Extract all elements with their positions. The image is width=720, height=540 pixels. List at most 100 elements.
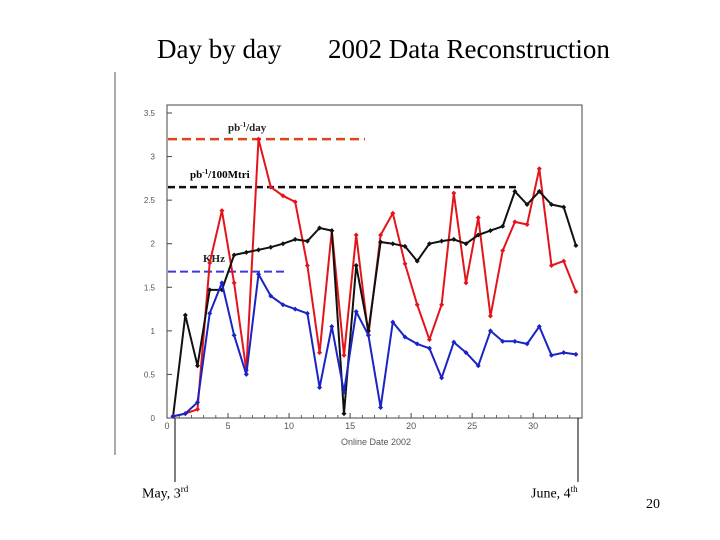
data-point-black <box>195 363 201 369</box>
data-point-black <box>487 228 493 234</box>
data-point-red <box>317 350 323 356</box>
data-point-black <box>475 232 481 238</box>
y-tick-label: 3 <box>151 153 156 162</box>
data-point-blue <box>365 332 371 338</box>
data-point-red <box>256 136 262 142</box>
data-point-red <box>207 260 213 266</box>
data-point-red <box>500 248 506 254</box>
slide-title-right: 2002 Data Reconstruction <box>328 34 610 64</box>
data-point-red <box>341 352 347 358</box>
data-point-red <box>353 232 359 238</box>
data-point-blue <box>268 293 274 299</box>
data-point-red <box>280 193 286 199</box>
reference-lines: pb-1/day pb-1/100Mtri KHz <box>168 121 520 273</box>
data-point-red <box>219 208 225 214</box>
data-point-blue <box>512 338 518 344</box>
data-point-blue <box>329 324 335 329</box>
y-tick-label: 3.5 <box>144 109 156 118</box>
data-point-blue <box>231 332 237 338</box>
y-tick-label: 1 <box>151 327 156 336</box>
data-point-black <box>329 228 335 234</box>
data-point-blue <box>451 339 457 345</box>
data-point-blue <box>195 399 201 405</box>
series-line-blue <box>172 273 577 418</box>
date-start-text: May, 3 <box>142 486 181 502</box>
data-point-red <box>195 406 201 412</box>
data-point-blue <box>243 371 249 377</box>
data-point-blue <box>426 345 432 351</box>
slide-number: 20 <box>646 497 660 512</box>
data-point-black <box>317 225 323 231</box>
data-point-black <box>341 411 347 417</box>
x-tick-label: 10 <box>284 421 294 431</box>
y-tick-label: 1.5 <box>144 283 156 292</box>
data-point-black <box>231 252 237 258</box>
data-point-blue <box>390 319 396 325</box>
reference-label-khz: KHz <box>203 253 225 265</box>
data-point-blue <box>317 385 323 390</box>
data-point-red <box>548 263 554 268</box>
x-tick-label: 30 <box>528 421 538 431</box>
data-point-red <box>378 232 384 238</box>
data-point-red <box>426 337 432 343</box>
data-point-blue <box>182 411 188 417</box>
data-point-black <box>292 236 298 242</box>
data-point-red <box>512 219 518 225</box>
chart-series <box>170 136 579 419</box>
x-tick-label: 25 <box>467 421 477 431</box>
data-point-blue <box>573 351 579 357</box>
date-end-sup: th <box>570 484 578 494</box>
x-tick-label: 20 <box>406 421 416 431</box>
x-tick-label: 15 <box>345 421 355 431</box>
date-markers <box>174 418 579 482</box>
y-tick-label: 2 <box>151 240 156 249</box>
data-point-black <box>353 263 359 268</box>
data-point-black <box>256 247 262 253</box>
data-point-blue <box>561 350 567 356</box>
data-point-blue <box>280 302 286 308</box>
data-point-black <box>426 241 432 247</box>
data-point-red <box>475 215 481 221</box>
data-point-black <box>268 244 274 250</box>
data-point-black <box>390 241 396 247</box>
data-point-blue <box>475 363 481 369</box>
data-point-blue <box>439 375 445 381</box>
data-point-red <box>292 199 298 205</box>
y-tick-label: 0 <box>151 414 156 423</box>
data-point-black <box>524 202 530 207</box>
data-point-blue <box>219 280 225 286</box>
data-point-blue <box>341 389 347 395</box>
data-point-black <box>414 258 420 264</box>
data-point-blue <box>378 405 384 411</box>
date-end-text: June, 4 <box>531 486 571 502</box>
data-point-black <box>182 312 188 318</box>
data-point-red <box>463 280 469 286</box>
data-point-red <box>524 222 530 228</box>
data-point-red <box>487 313 493 319</box>
date-end-label: June, 4th <box>531 484 578 503</box>
data-point-red <box>451 190 457 196</box>
chart-axes: 0 0.5 1 1.5 2 2.5 3 3.5 0 5 10 15 20 25 30 Online Date … <box>144 104 583 447</box>
data-point-blue <box>170 413 176 419</box>
data-point-blue <box>487 328 493 334</box>
data-point-black <box>402 243 408 249</box>
slide-title-left: Day by day <box>157 34 282 64</box>
data-point-red <box>561 258 567 264</box>
reference-label-pb-1-day: pb-1/day <box>228 121 267 134</box>
data-point-red <box>439 302 445 308</box>
data-point-red <box>390 210 396 216</box>
data-point-black <box>512 188 518 194</box>
data-point-red <box>231 280 237 286</box>
reference-label-pb-1-100mtri: pb-1/100Mtri <box>190 168 250 181</box>
data-point-blue <box>548 352 554 358</box>
data-point-blue <box>402 334 408 340</box>
data-point-black <box>536 188 542 194</box>
data-point-black <box>500 223 506 229</box>
data-point-blue <box>292 306 298 312</box>
data-point-black <box>561 204 567 210</box>
data-point-red <box>414 302 420 308</box>
data-point-black <box>304 238 310 244</box>
date-start-label: May, 3rd <box>142 484 188 503</box>
data-point-black <box>573 242 579 248</box>
x-tick-label: 5 <box>226 421 231 431</box>
